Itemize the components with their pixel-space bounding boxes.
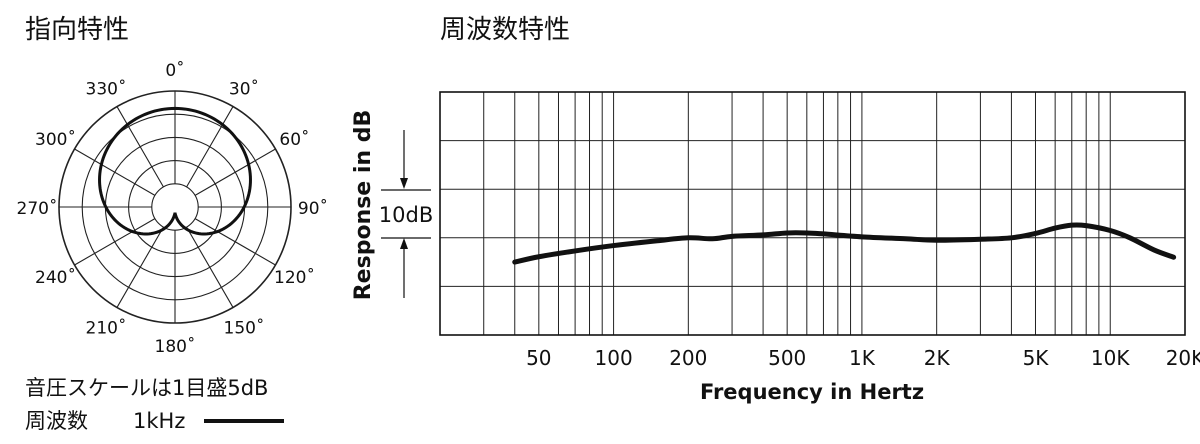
freq-tick-label: 2K [924, 346, 951, 370]
freq-plot-frame [439, 91, 1186, 336]
polar-spoke [74, 218, 156, 266]
polar-angle-label: 180˚ [155, 336, 196, 357]
freq-y-axis-label: Response in dB [351, 110, 376, 301]
polar-angle-label: 240˚ [35, 267, 76, 288]
polar-legend-label: 周波数 [25, 409, 88, 433]
freq-tick-label: 500 [768, 346, 806, 370]
polar-angle-label: 90˚ [298, 198, 328, 219]
polar-angle-label: 210˚ [86, 318, 127, 339]
polar-spoke [194, 218, 276, 266]
freq-grid [440, 92, 1185, 335]
freq-tick-labels: 50 100 200 500 1K 2K 5K 10K 20K [526, 346, 1200, 370]
polar-angle-label: 60˚ [279, 129, 309, 150]
freq-tick-label: 20K [1166, 346, 1200, 370]
freq-x-axis-label: Frequency in Hertz [700, 380, 924, 404]
polar-grid [58, 90, 292, 324]
polar-spoke [186, 226, 234, 308]
scale-marker: 10dB [379, 130, 433, 298]
polar-angle-label: 0˚ [165, 60, 184, 81]
polar-spoke [186, 106, 234, 188]
polar-angle-label: 150˚ [224, 318, 265, 339]
polar-angle-labels: 0˚ 30˚ 60˚ 90˚ 120˚ 150˚ 180˚ 210˚ 240˚ 270˚ 300˚ 3… [17, 60, 329, 357]
polar-spoke [194, 148, 276, 196]
polar-legend-frequency: 1kHz [133, 409, 185, 433]
polar-spoke [116, 226, 164, 308]
scale-label: 10dB [379, 203, 433, 227]
freq-tick-label: 1K [849, 346, 876, 370]
polar-ring [151, 183, 199, 231]
polar-angle-label: 30˚ [229, 79, 259, 100]
polar-angle-label: 300˚ [35, 129, 76, 150]
polar-title: 指向特性 [25, 15, 129, 45]
freq-tick-label: 100 [595, 346, 633, 370]
polar-response-curve [98, 106, 252, 236]
polar-scale-note: 音圧スケールは1目盛5dB [25, 376, 268, 400]
polar-angle-label: 270˚ [17, 198, 58, 219]
freq-tick-label: 200 [669, 346, 707, 370]
freq-tick-label: 50 [526, 346, 551, 370]
freq-tick-label: 10K [1091, 346, 1130, 370]
polar-spoke [74, 148, 156, 196]
scale-arrowhead-top [400, 178, 408, 189]
freq-response-curve [512, 222, 1177, 265]
freq-title: 周波数特性 [440, 15, 570, 45]
polar-spoke [116, 106, 164, 188]
polar-angle-label: 120˚ [274, 267, 315, 288]
polar-angle-label: 330˚ [86, 79, 127, 100]
freq-tick-label: 5K [1023, 346, 1050, 370]
